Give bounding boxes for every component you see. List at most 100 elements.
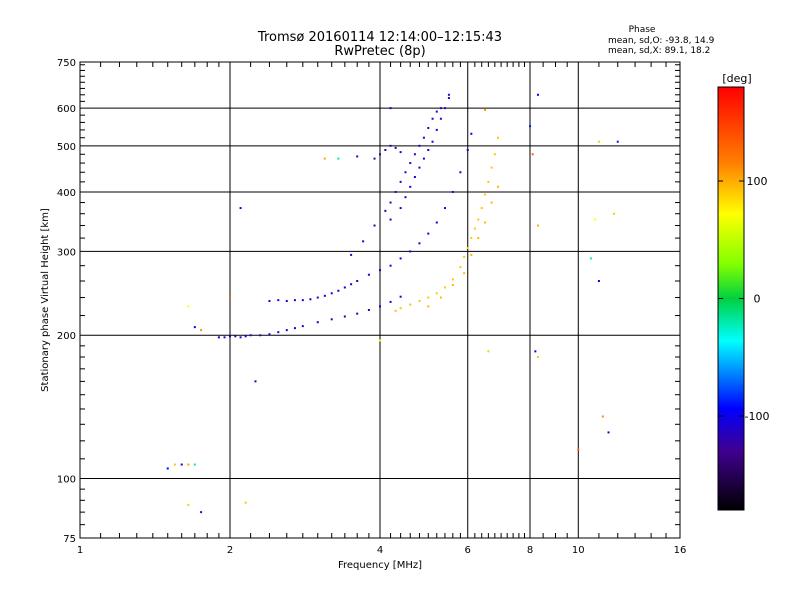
- data-point: [379, 269, 381, 272]
- data-point: [589, 257, 592, 260]
- data-point: [484, 193, 487, 196]
- data-point: [180, 463, 183, 466]
- data-point: [439, 107, 442, 110]
- data-point: [435, 110, 438, 113]
- data-point: [384, 209, 387, 212]
- colorbar-label: [deg]: [722, 72, 751, 85]
- data-point: [343, 315, 346, 318]
- data-point: [439, 296, 442, 299]
- data-point: [316, 296, 319, 299]
- data-point: [200, 329, 203, 332]
- data-point: [447, 97, 450, 100]
- data-point: [477, 237, 480, 240]
- data-point: [409, 162, 412, 165]
- data-point: [427, 305, 430, 308]
- data-point: [229, 296, 231, 299]
- data-point: [379, 153, 381, 156]
- data-point: [463, 272, 466, 275]
- data-point: [234, 335, 237, 338]
- data-points: [166, 93, 619, 514]
- data-point: [536, 93, 539, 96]
- chart-subtitle: RwPretec (8p): [334, 44, 425, 59]
- data-point: [301, 325, 304, 328]
- data-point: [418, 242, 421, 245]
- data-point: [490, 201, 493, 204]
- data-point: [536, 224, 539, 227]
- data-point: [268, 300, 271, 303]
- data-point: [484, 108, 487, 111]
- data-point: [443, 286, 446, 289]
- data-point: [379, 305, 381, 308]
- data-point: [285, 300, 288, 303]
- data-point: [254, 380, 257, 383]
- y-tick-label: 300: [57, 247, 76, 258]
- data-point: [293, 299, 296, 302]
- data-point: [466, 148, 469, 151]
- data-point: [323, 157, 326, 160]
- data-point: [373, 157, 376, 160]
- data-point: [394, 190, 397, 193]
- data-point: [389, 218, 392, 221]
- y-tick-label: 75: [63, 534, 76, 545]
- data-point: [427, 296, 430, 299]
- data-point: [373, 224, 376, 227]
- y-axis-label: Stationary phase Virtual Height [km]: [40, 208, 51, 392]
- data-point: [166, 467, 169, 470]
- colorbar-ticks: 100 0 -100: [718, 175, 769, 423]
- data-point: [350, 253, 353, 256]
- data-point: [244, 501, 247, 504]
- x-tick-label: 6: [465, 545, 471, 556]
- data-point: [413, 175, 416, 178]
- data-point: [356, 155, 359, 158]
- data-point: [394, 309, 397, 312]
- data-point: [389, 264, 392, 267]
- data-point: [459, 266, 462, 269]
- data-point: [362, 240, 365, 243]
- data-point: [593, 218, 596, 221]
- x-axis-label: Frequency [MHz]: [338, 560, 422, 571]
- y-tick-label: 500: [57, 142, 76, 153]
- phase-stats-heading: Phase: [629, 25, 656, 35]
- data-point: [193, 326, 196, 329]
- data-point: [487, 180, 490, 183]
- y-tick-label: 200: [57, 331, 76, 342]
- data-point: [389, 201, 392, 204]
- data-point: [399, 151, 402, 154]
- data-point: [418, 144, 421, 147]
- data-point: [285, 329, 288, 332]
- data-point: [536, 356, 539, 359]
- data-point: [249, 334, 252, 337]
- data-point: [239, 336, 242, 339]
- data-point: [409, 185, 412, 188]
- data-point: [480, 207, 483, 210]
- data-point: [597, 140, 600, 143]
- data-point: [337, 289, 340, 292]
- y-tick-label: 600: [57, 104, 76, 115]
- data-point: [435, 292, 438, 295]
- data-point: [367, 308, 370, 311]
- data-point: [470, 132, 473, 135]
- grid-lines: [79, 61, 681, 539]
- x-tick-label: 16: [674, 545, 687, 556]
- data-point: [531, 153, 534, 156]
- y-tick-label: 100: [57, 475, 76, 486]
- data-point: [399, 307, 402, 310]
- data-point: [337, 157, 340, 160]
- data-point: [427, 127, 430, 130]
- data-point: [293, 327, 296, 330]
- data-point: [173, 463, 176, 466]
- data-point: [404, 171, 407, 174]
- x-tick-label: 10: [572, 545, 585, 556]
- chart-title: Tromsø 20160114 12:14:00–12:15:43: [257, 30, 502, 45]
- data-point: [484, 221, 487, 224]
- data-point: [323, 294, 326, 297]
- data-point: [316, 321, 319, 324]
- colorbar-tick-label: -100: [745, 410, 770, 423]
- data-point: [330, 318, 333, 321]
- data-point: [443, 207, 446, 210]
- data-point: [616, 140, 619, 143]
- x-tick-label: 4: [377, 545, 383, 556]
- data-point: [200, 511, 203, 514]
- data-point: [470, 237, 473, 240]
- data-point: [431, 140, 434, 143]
